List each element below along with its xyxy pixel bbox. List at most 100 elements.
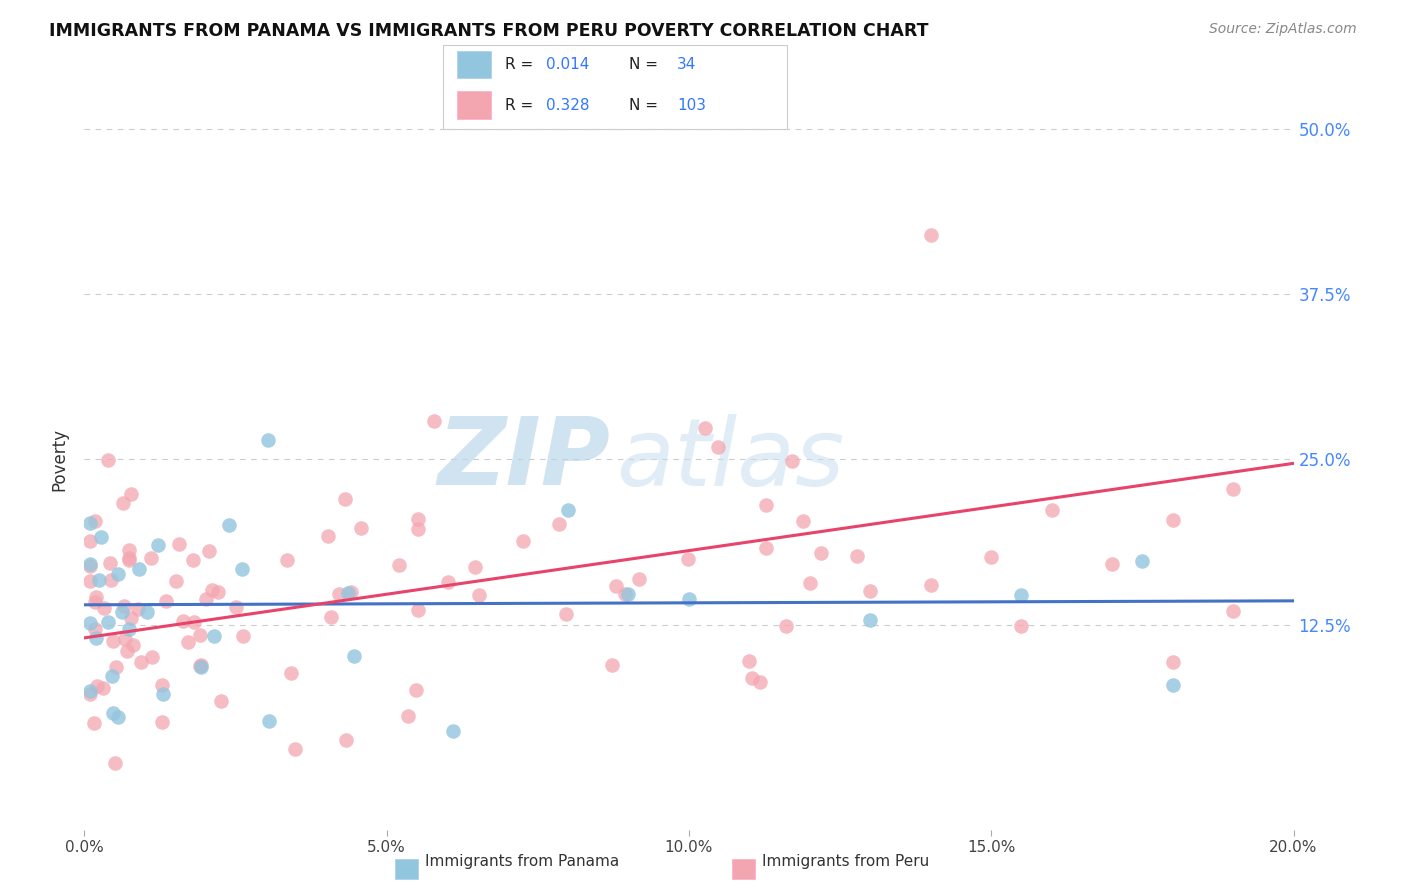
Point <box>97 453 120 467</box>
Point <box>406 522 429 536</box>
Point <box>107 710 129 724</box>
Point <box>441 724 464 739</box>
Point <box>1161 678 1184 692</box>
Point <box>100 573 122 587</box>
Point <box>741 671 763 685</box>
Text: R =: R = <box>505 98 538 112</box>
Point <box>89 573 111 587</box>
Point <box>209 694 232 708</box>
Point <box>755 498 778 512</box>
Point <box>218 517 240 532</box>
Point <box>468 588 491 602</box>
Text: 0.014: 0.014 <box>546 57 589 72</box>
Point <box>83 595 105 609</box>
Point <box>859 583 882 598</box>
Point <box>201 583 224 598</box>
Point <box>181 552 204 566</box>
Text: N =: N = <box>628 98 662 112</box>
Point <box>335 732 357 747</box>
Point <box>118 551 141 566</box>
Point <box>280 666 302 681</box>
Point <box>232 629 254 643</box>
Point <box>350 521 373 535</box>
Point <box>118 542 141 557</box>
Point <box>845 549 868 563</box>
Text: Source: ZipAtlas.com: Source: ZipAtlas.com <box>1209 22 1357 37</box>
Text: IMMIGRANTS FROM PANAMA VS IMMIGRANTS FROM PERU POVERTY CORRELATION CHART: IMMIGRANTS FROM PANAMA VS IMMIGRANTS FRO… <box>49 22 929 40</box>
Text: R =: R = <box>505 57 538 72</box>
Point <box>738 654 761 668</box>
Point <box>627 572 650 586</box>
Point <box>547 516 569 531</box>
Point <box>706 440 728 454</box>
Point <box>512 534 534 549</box>
Point <box>316 528 339 542</box>
Point <box>112 599 135 614</box>
Point <box>84 590 107 604</box>
Point <box>111 606 134 620</box>
Point <box>920 578 942 592</box>
Point <box>319 610 342 624</box>
Point <box>79 516 101 530</box>
Text: atlas: atlas <box>616 414 845 505</box>
Point <box>336 585 359 599</box>
Point <box>194 591 217 606</box>
Point <box>135 605 157 619</box>
Point <box>79 559 101 574</box>
Point <box>152 686 174 700</box>
Point <box>257 714 280 728</box>
Point <box>86 679 108 693</box>
Point <box>152 715 174 730</box>
Point <box>165 574 187 588</box>
Point <box>755 541 778 555</box>
Point <box>96 615 118 630</box>
Point <box>79 684 101 698</box>
Point <box>276 553 298 567</box>
Text: 34: 34 <box>678 57 696 72</box>
Point <box>406 512 429 526</box>
Point <box>1101 557 1123 571</box>
Point <box>190 657 212 672</box>
Point <box>775 619 797 633</box>
Point <box>343 648 366 663</box>
Point <box>79 533 101 548</box>
Point <box>1222 482 1244 496</box>
Point <box>799 575 821 590</box>
Text: Immigrants from Panama: Immigrants from Panama <box>425 855 619 869</box>
Point <box>188 627 211 641</box>
Point <box>141 650 163 665</box>
Point <box>79 574 101 589</box>
FancyBboxPatch shape <box>443 45 787 129</box>
Point <box>1040 502 1063 516</box>
Point <box>83 622 105 636</box>
Point <box>90 530 112 544</box>
Point <box>83 716 105 731</box>
Point <box>408 603 430 617</box>
Point <box>150 678 173 692</box>
Point <box>79 687 101 701</box>
Point <box>748 674 770 689</box>
Point <box>396 708 419 723</box>
Point <box>333 491 356 506</box>
Point <box>678 592 700 607</box>
Point <box>810 546 832 560</box>
Point <box>920 227 942 242</box>
Point <box>117 643 139 657</box>
Text: ZIP: ZIP <box>437 413 610 506</box>
Point <box>555 607 578 621</box>
Point <box>284 742 307 756</box>
Point <box>84 514 107 528</box>
Point <box>104 756 127 771</box>
Point <box>328 587 350 601</box>
Point <box>557 503 579 517</box>
Point <box>231 562 253 576</box>
Point <box>437 575 460 590</box>
Bar <box>733 859 755 879</box>
Point <box>121 638 143 652</box>
Point <box>139 550 162 565</box>
Point <box>103 706 125 721</box>
Point <box>617 587 640 601</box>
Bar <box>457 51 491 78</box>
Point <box>1011 618 1033 632</box>
Y-axis label: Poverty: Poverty <box>51 428 69 491</box>
